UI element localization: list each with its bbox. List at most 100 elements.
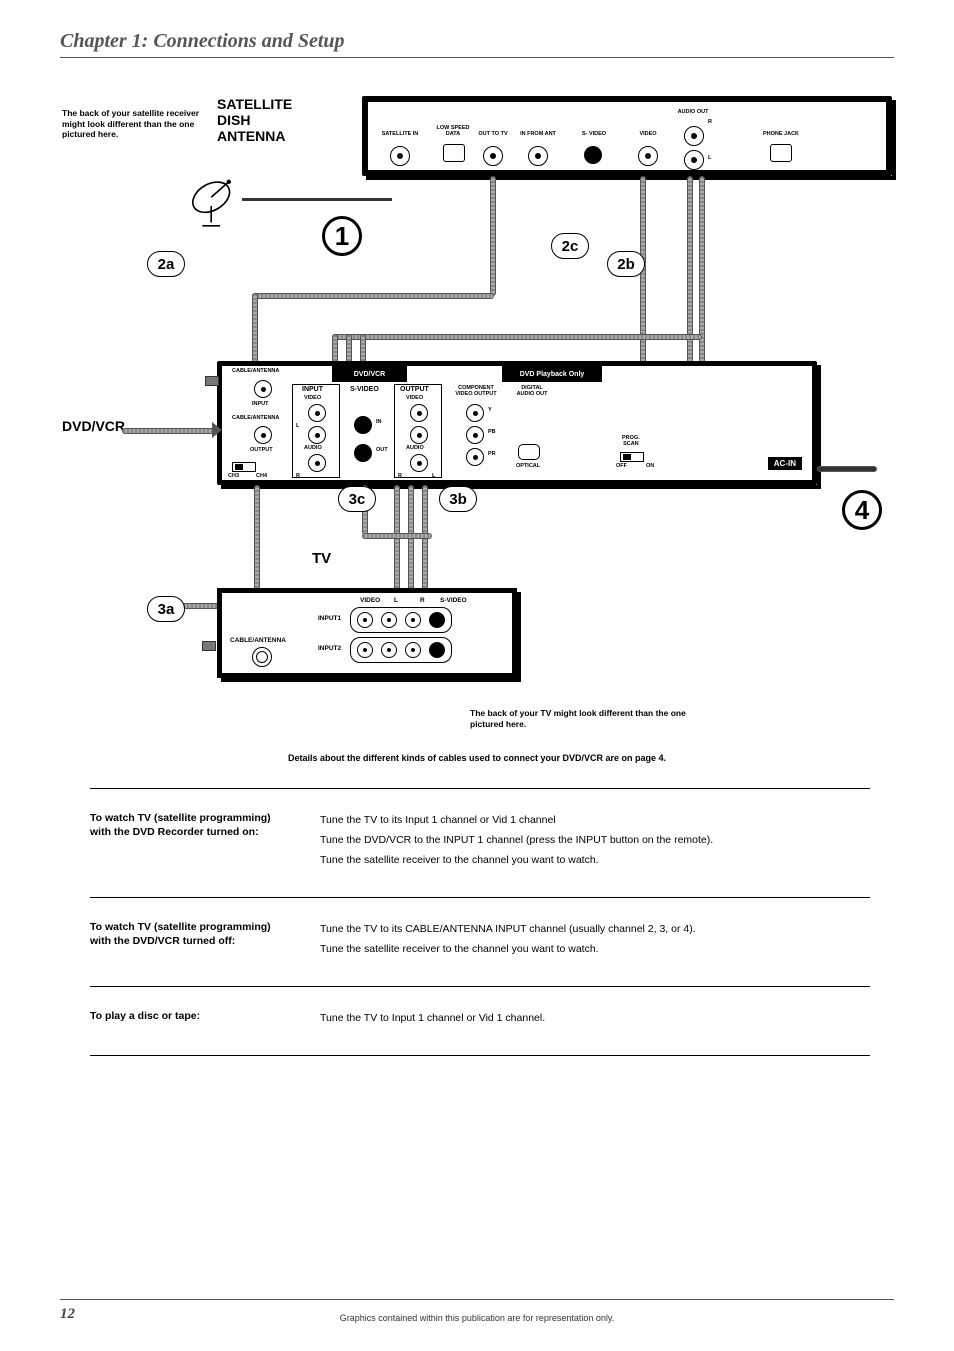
lbl-satellite-in: SATELLITE IN: [380, 132, 420, 138]
lbl-s-video-sat: S- VIDEO: [574, 132, 614, 138]
cable-2a-down: [252, 293, 258, 370]
dvd-jack-optical: [518, 444, 540, 460]
sat-l1: SATELLITE: [217, 96, 292, 112]
instr-1-left: To watch TV (satellite programming) with…: [90, 811, 290, 871]
jack-audio-r: [684, 126, 704, 146]
dvd-lbl-off: OFF: [616, 464, 627, 470]
dvd-lbl-progscan: PROG. SCAN: [622, 436, 640, 447]
dvd-vcr-label: DVD/VCR: [62, 418, 125, 434]
dvd-lbl-component: COMPONENT VIDEO OUTPUT: [454, 386, 498, 397]
step-bubble-2a: 2a: [147, 251, 185, 277]
instr-3-right: Tune the TV to Input 1 channel or Vid 1 …: [320, 1009, 870, 1029]
step-bubble-3b: 3b: [439, 486, 477, 512]
lbl-audio-r: R: [708, 120, 748, 126]
tv-in1-l: [381, 612, 397, 628]
tv-lbl-in1: INPUT1: [318, 615, 341, 622]
sat-l2: DISH: [217, 112, 292, 128]
tv-in2-v: [357, 642, 373, 658]
tv-box: CABLE/ANTENNA VIDEO L R S-VIDEO INPUT1 I…: [217, 588, 517, 678]
step-bubble-3c: 3c: [338, 486, 376, 512]
tv-lbl-r: R: [420, 597, 425, 604]
dvd-lbl-ch4: CH4: [256, 474, 267, 480]
instr-2-right: Tune the TV to its CABLE/ANTENNA INPUT c…: [320, 920, 870, 960]
dvd-lbl-l2: L: [432, 474, 435, 480]
dvd-lbl-svideo: S-VIDEO: [350, 386, 379, 393]
tv-in2-sv: [429, 642, 445, 658]
dvd-jack-ca-out: [254, 426, 272, 444]
lbl-out-to-tv: OUT TO TV: [474, 132, 512, 138]
jack-in-from-ant: [528, 146, 548, 166]
strip-playback: DVD Playback Only: [502, 366, 602, 382]
dvd-lbl-input2: INPUT: [302, 386, 323, 393]
jack-audio-l: [684, 150, 704, 170]
instr-2-line-2: Tune the satellite receiver to the chann…: [320, 940, 870, 960]
dvd-lbl-ca: CABLE/ANTENNA: [232, 369, 279, 375]
instr-1-line-2: Tune the DVD/VCR to the INPUT 1 channel …: [320, 831, 870, 851]
tv-lbl-video: VIDEO: [360, 597, 380, 604]
footer-text: Graphics contained within this publicati…: [60, 1313, 894, 1323]
lbl-video-sat: VIDEO: [630, 132, 666, 138]
dvd-jack-out-video: [410, 404, 428, 422]
jack-video-sat: [638, 146, 658, 166]
plug-to-dvd-ca: [205, 376, 219, 386]
connection-diagram: The back of your satellite receiver migh…: [62, 88, 892, 748]
cable-3b-v1: [394, 485, 400, 593]
jack-out-to-tv: [483, 146, 503, 166]
dvd-lbl-audio2: AUDIO: [406, 446, 424, 452]
lbl-audio-l: L: [708, 156, 711, 162]
satellite-receiver-box: SATELLITE IN LOW SPEED DATA OUT TO TV IN…: [362, 96, 892, 176]
dvd-lbl-digital: DIGITAL AUDIO OUT: [512, 386, 552, 397]
dvd-acin-label: AC-IN: [768, 457, 802, 470]
dvd-jack-pr: [466, 448, 484, 466]
dvd-jack-in-video: [308, 404, 326, 422]
dvd-lbl-optical: OPTICAL: [516, 464, 540, 470]
dvd-switch-prog: [620, 452, 644, 462]
step-bubble-4: 4: [842, 490, 882, 530]
lbl-audio-out: AUDIO OUT: [668, 110, 718, 116]
instructions-table: To watch TV (satellite programming) with…: [90, 788, 870, 1056]
page-footer: 12 Graphics contained within this public…: [60, 1299, 894, 1323]
step-bubble-2c: 2c: [551, 233, 589, 259]
note-receiver: The back of your satellite receiver migh…: [62, 108, 207, 140]
dvd-lbl-ca2: CABLE/ANTENNA: [232, 416, 279, 422]
sat-l3: ANTENNA: [217, 128, 292, 144]
plug-3a: [202, 641, 216, 651]
cable-3b-v3: [422, 485, 428, 593]
dvd-jack-sv-out: [354, 444, 372, 462]
tv-in1-v: [357, 612, 373, 628]
dvd-lbl-pr: PR: [488, 452, 496, 458]
cable-3b-v2: [408, 485, 414, 593]
dvd-jack-out-l: [410, 426, 428, 444]
dvd-jack-sv-in: [354, 416, 372, 434]
instr-1-line-1: Tune the TV to its Input 1 channel or Vi…: [320, 811, 870, 831]
dvd-jack-out-r: [410, 454, 428, 472]
tv-in2-r: [405, 642, 421, 658]
instr-3-line-1: Tune the TV to Input 1 channel or Vid 1 …: [320, 1009, 870, 1029]
instr-2-line-1: Tune the TV to its CABLE/ANTENNA INPUT c…: [320, 920, 870, 940]
tv-in1-sv: [429, 612, 445, 628]
instr-1-right: Tune the TV to its Input 1 channel or Vi…: [320, 811, 870, 871]
dvd-jack-ca-in: [254, 380, 272, 398]
strip-dvdvcr: DVD/VCR: [332, 366, 407, 382]
satellite-dish-icon: [187, 173, 242, 228]
jack-low-speed-data: [443, 144, 465, 162]
dvd-jack-in-r: [308, 454, 326, 472]
step-bubble-1: 1: [322, 216, 362, 256]
instr-row-2: To watch TV (satellite programming) with…: [90, 897, 870, 986]
dvd-lbl-output1: OUTPUT: [250, 448, 273, 454]
cable-2a-h: [252, 293, 494, 299]
arrow-dvd: [212, 422, 222, 438]
dvd-lbl-pb: PB: [488, 430, 496, 436]
dvd-switch-ch: [232, 462, 256, 472]
tv-caption: The back of your TV might look different…: [470, 708, 700, 730]
title-underline: [60, 57, 894, 58]
dvd-jack-pb: [466, 426, 484, 444]
dvd-lbl-video1: VIDEO: [304, 396, 321, 402]
cable-mid-h: [332, 334, 702, 340]
dvd-jack-in-l: [308, 426, 326, 444]
dvd-lbl-out: OUT: [376, 448, 388, 454]
instr-row-1: To watch TV (satellite programming) with…: [90, 788, 870, 897]
dvd-jack-y: [466, 404, 484, 422]
jack-phone: [770, 144, 792, 162]
tv-lbl-sv: S-VIDEO: [440, 597, 467, 604]
